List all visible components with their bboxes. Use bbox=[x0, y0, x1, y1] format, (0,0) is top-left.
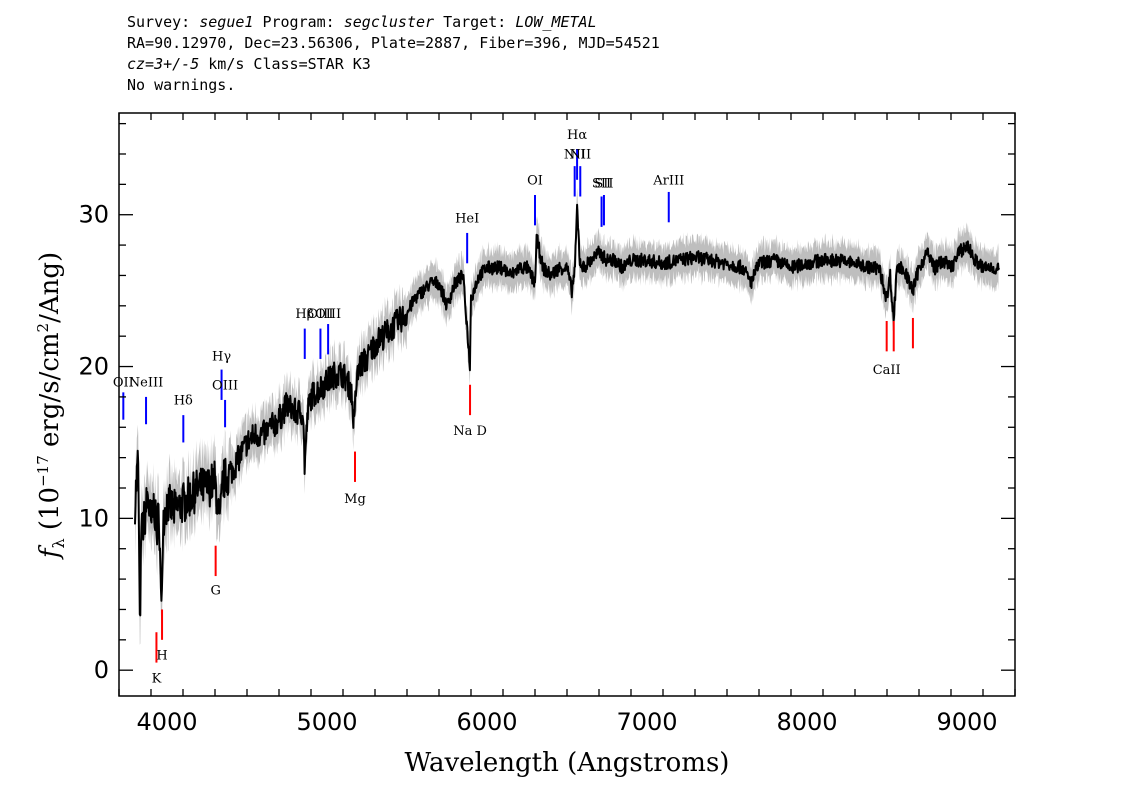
emission-line-label: SII bbox=[594, 176, 613, 191]
flux-line bbox=[134, 203, 1000, 617]
y-tick-label: 20 bbox=[78, 353, 109, 381]
emission-line-label: SII bbox=[592, 176, 611, 191]
header-line-1: Survey: segue1 Program: segcluster Targe… bbox=[127, 12, 660, 33]
emission-line-label: OIII bbox=[307, 307, 333, 322]
header-line-4: No warnings. bbox=[127, 76, 236, 94]
emission-line-label: OIII bbox=[212, 378, 238, 393]
survey-label: Survey: bbox=[127, 13, 191, 31]
x-axis-title: Wavelength (Angstroms) bbox=[405, 748, 730, 778]
x-tick-label: 8000 bbox=[776, 708, 837, 736]
redshift-value: cz=3+/-5 bbox=[127, 55, 200, 73]
absorption-line-label: Na D bbox=[453, 424, 487, 439]
axis-ticks: 4000 5000 6000 7000 8000 9000 0 10 20 30 bbox=[78, 113, 1016, 736]
program-label: Program: bbox=[262, 13, 335, 31]
emission-line-label: HeI bbox=[455, 211, 479, 226]
x-tick-label: 7000 bbox=[616, 708, 677, 736]
y-tick-label: 0 bbox=[94, 656, 109, 684]
header-line-3: cz=3+/-5 km/s Class=STAR K3 bbox=[127, 54, 660, 75]
emission-line-label: OII bbox=[113, 375, 134, 390]
y-tick-label: 10 bbox=[78, 504, 109, 532]
x-tick-label: 4000 bbox=[136, 708, 197, 736]
emission-line-label: NII bbox=[569, 148, 591, 163]
emission-line-label: Hα bbox=[567, 128, 587, 143]
absorption-line-label: CaII bbox=[873, 363, 901, 378]
emission-line-label: NeIII bbox=[129, 375, 163, 390]
survey-value: segue1 bbox=[199, 13, 254, 31]
x-tick-label: 6000 bbox=[456, 708, 517, 736]
absorption-line-label: G bbox=[210, 583, 220, 598]
emission-line-label: Hβ bbox=[295, 307, 314, 322]
spectrum-header: Survey: segue1 Program: segcluster Targe… bbox=[127, 12, 660, 96]
target-value: LOW_METAL bbox=[515, 13, 597, 31]
emission-line-label: Hδ bbox=[174, 394, 193, 409]
svg-text:fλ (10−17 erg/s/cm2/Ang): fλ (10−17 erg/s/cm2/Ang) bbox=[34, 252, 68, 560]
y-tick-label: 30 bbox=[78, 201, 109, 229]
plot-frame bbox=[118, 112, 1016, 697]
absorption-line-label: K bbox=[152, 671, 162, 686]
emission-line-label: Hγ bbox=[212, 349, 231, 364]
emission-line-label: NII bbox=[564, 148, 586, 163]
x-tick-label: 5000 bbox=[296, 708, 357, 736]
emission-line-label: OIII bbox=[315, 307, 341, 322]
flux-error-band bbox=[135, 187, 999, 645]
program-value: segcluster bbox=[343, 13, 435, 31]
error-band bbox=[135, 187, 999, 645]
absorption-line-label: Mg bbox=[344, 492, 366, 507]
target-label: Target: bbox=[443, 13, 507, 31]
x-tick-label: 9000 bbox=[936, 708, 997, 736]
absorption-line-label: H bbox=[156, 649, 167, 664]
y-axis-title: fλ (10−17 erg/s/cm2/Ang) bbox=[34, 252, 68, 560]
spectral-line-markers: OIINeIIIHδHγOIIIHβOIIIOIIIHeIOINIIHαNIIS… bbox=[113, 128, 914, 686]
emission-line-label: OI bbox=[527, 173, 543, 188]
flux-series bbox=[134, 203, 1000, 617]
class-value: km/s Class=STAR K3 bbox=[199, 55, 371, 73]
emission-line-label: ArIII bbox=[652, 173, 684, 188]
header-line-2: RA=90.12970, Dec=23.56306, Plate=2887, F… bbox=[127, 34, 660, 52]
